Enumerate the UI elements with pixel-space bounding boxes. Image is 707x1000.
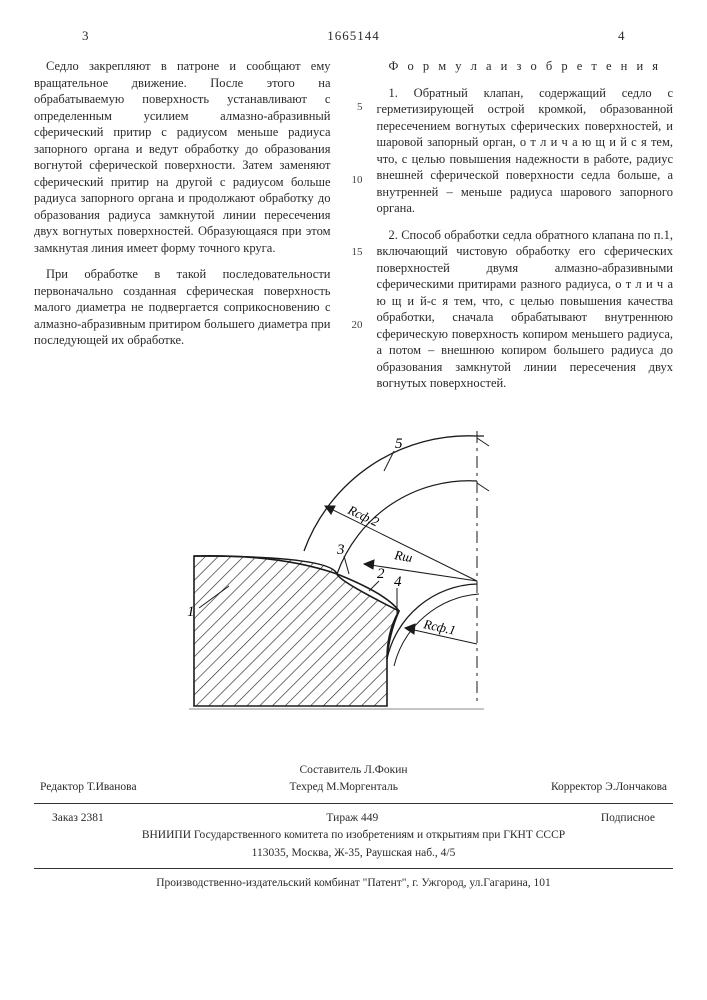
gutter-mark: 20: [345, 318, 363, 333]
figure: 1 5 3 2 4 Rсф.2 Rш Rсф.1: [34, 406, 673, 756]
claim-1: 1. Обратный клапан, содержащий седло с г…: [377, 85, 674, 217]
compiler: Составитель Л.Фокин: [34, 762, 673, 780]
right-column: Ф о р м у л а и з о б р е т е н и я 1. О…: [377, 58, 674, 402]
claims-title: Ф о р м у л а и з о б р е т е н и я: [377, 58, 674, 75]
header-row: 3 1665144 4: [82, 28, 625, 44]
order-row: Заказ 2381 Тираж 449 Подписное: [34, 810, 673, 827]
label-rsf1: Rсф.1: [421, 616, 457, 638]
credits-block: Составитель Л.Фокин Редактор Т.Иванова Т…: [34, 762, 673, 798]
arc-rsf2: [304, 435, 477, 550]
text-columns: Седло закрепляют в патроне и сообщают ем…: [34, 58, 673, 402]
label-1: 1: [187, 604, 195, 620]
leader-5: [384, 451, 394, 471]
diagram-svg: 1 5 3 2 4 Rсф.2 Rш Rсф.1: [139, 406, 569, 756]
corrector: Корректор Э.Лончакова: [551, 779, 667, 797]
editor: Редактор Т.Иванова: [40, 779, 137, 797]
label-2: 2: [377, 566, 385, 582]
label-4: 4: [394, 574, 402, 590]
sign: Подписное: [601, 810, 655, 827]
leader-2: [369, 581, 379, 591]
label-3: 3: [336, 542, 345, 558]
leader-3: [344, 556, 349, 574]
label-rsh: Rш: [392, 547, 413, 565]
left-paragraph-1: Седло закрепляют в патроне и сообщают ем…: [34, 58, 331, 256]
tirazh: Тираж 449: [326, 810, 378, 827]
left-paragraph-2: При обработке в такой последовательности…: [34, 266, 331, 349]
address: 113035, Москва, Ж-35, Раушская наб., 4/5: [34, 845, 673, 862]
credits-row: Редактор Т.Иванова Техред М.Моргенталь К…: [34, 779, 673, 797]
techred: Техред М.Моргенталь: [290, 779, 398, 797]
line-number-gutter: 5 10 15 20: [345, 58, 363, 402]
seat-body: [194, 556, 399, 706]
page-number-left: 3: [82, 28, 89, 44]
left-column: Седло закрепляют в патроне и сообщают ем…: [34, 58, 331, 402]
vnii: ВНИИПИ Государственного комитета по изоб…: [34, 827, 673, 844]
divider: [34, 803, 673, 804]
producer: Производственно-издательский комбинат "П…: [34, 875, 673, 892]
gutter-mark: 10: [345, 173, 363, 188]
gutter-mark: 15: [345, 245, 363, 260]
divider: [34, 868, 673, 869]
page: 3 1665144 4 Седло закрепляют в патроне и…: [0, 0, 707, 912]
order-number: Заказ 2381: [52, 810, 104, 827]
gutter-mark: 5: [345, 100, 363, 115]
claim-2: 2. Способ обработки седла обратного клап…: [377, 227, 674, 392]
page-number-right: 4: [618, 28, 625, 44]
doc-number: 1665144: [327, 28, 380, 44]
label-5: 5: [395, 436, 403, 452]
